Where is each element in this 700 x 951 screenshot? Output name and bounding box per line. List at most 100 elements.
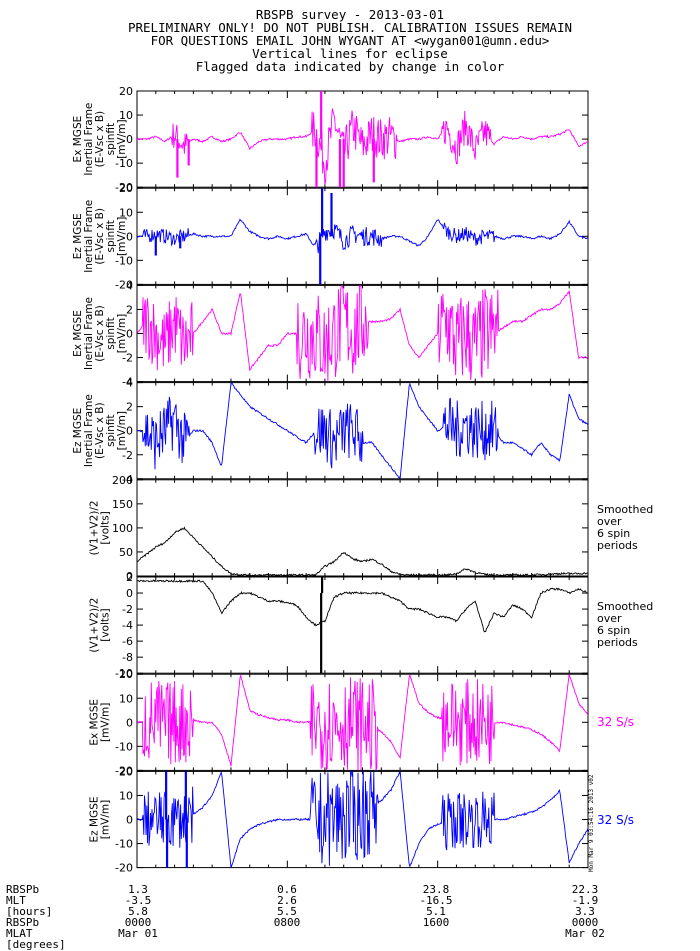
side-note-line: periods: [597, 538, 638, 552]
eclipse-note: Vertical lines for eclipse: [252, 46, 448, 61]
side-note-line: 32 S/s: [597, 812, 634, 827]
panel-4-ylabel-line: Inertial Frame: [83, 394, 95, 467]
panel-2-ytick-label: 10: [119, 206, 133, 219]
side-note-line: periods: [597, 636, 638, 650]
panel-7-side-note: 32 S/s: [597, 716, 634, 728]
panel-3-ylabel-line: (E-Vsc x B): [94, 305, 106, 362]
panel-6-ytick-label: -2: [122, 603, 133, 616]
side-note-line: over: [597, 612, 622, 626]
panel-4-ytick-label: -4: [122, 473, 133, 486]
panel-1-ytick-label: 0: [126, 133, 133, 146]
footer-x-1: 5.8: [128, 905, 148, 918]
panel-6-ylabel-line: (V1+V2)/2: [89, 598, 101, 653]
panel-2-ytick-label: -20: [115, 278, 133, 291]
panel-4-ytick-label: -2: [122, 449, 133, 462]
footer-label-hours: [hours]: [6, 905, 53, 918]
panel-6-ytick-label: -4: [122, 619, 133, 632]
footer-mlt-4: 22.3: [571, 883, 599, 896]
panel-4-frame: [136, 382, 589, 480]
panel-6-frame: [136, 576, 589, 674]
panel-8-ytick-label: -20: [115, 862, 133, 875]
panel-8-ytick-label: 20: [119, 765, 133, 778]
footer-time-2: 0800: [273, 916, 301, 929]
panel-1-ylabel-line: Inertial Frame: [83, 103, 95, 176]
footer-mlt-2: 0.6: [277, 883, 297, 896]
panel-4-ylabel-line: spinfit: [105, 414, 117, 446]
panel-7-ylabel-line: [mV/m]: [100, 703, 112, 742]
panel-3-ylabel-line: spinfit: [105, 317, 117, 349]
flag-note: Flagged data indicated by change in colo…: [195, 59, 505, 74]
panel-6-ytick-label: -10: [115, 667, 133, 680]
panel-7-ytick-label: -10: [115, 740, 133, 753]
panel-8-series: [137, 771, 588, 868]
panel-1-ylabel-line: (E-Vsc x B): [94, 111, 106, 168]
panel-8-ytick-label: 0: [126, 814, 133, 827]
panel-1-ytick-label: -10: [115, 157, 133, 170]
panel-5-ytick-label: 150: [112, 498, 133, 511]
panel-8-ylabel-line: Ez MGSE: [89, 797, 101, 843]
panel-3-ylabel-line: Ex MGSE: [72, 310, 84, 357]
panel-2-ytick-label: 0: [126, 230, 133, 243]
panel-2-ylabel-line: Ez MGSE: [72, 213, 84, 259]
footer-label-degrees: [degrees]: [6, 938, 66, 951]
panel-2-ytick-label: 20: [119, 182, 133, 195]
panel-3-ytick-label: 2: [126, 303, 133, 316]
footer-time-4: 0000: [571, 916, 599, 929]
panel-3-ytick-label: 0: [126, 328, 133, 341]
panel-2-ylabel-line: spinfit: [105, 220, 117, 252]
footer-date-4: Mar 02: [565, 927, 605, 940]
footer-x-4: 3.3: [575, 905, 595, 918]
panel-3-series: [137, 285, 588, 382]
footer-column-1: 1.3 -3.5 5.8 0000 Mar 01: [98, 884, 178, 939]
panel-7-series: [137, 674, 588, 771]
panel-4-ylabel-line: [mV/m]: [116, 411, 128, 450]
panel-5-ytick-label: 200: [112, 474, 133, 487]
panel-8-side-note: 32 S/s: [597, 814, 634, 826]
footer-time-1: 0000: [124, 916, 152, 929]
panel-3-ytick-label: -4: [122, 376, 133, 389]
panel-5-ytick-label: 0: [126, 570, 133, 583]
panel-4-series: [137, 382, 588, 479]
side-note-line: over: [597, 514, 622, 528]
footer-label-mlt: MLT: [6, 894, 26, 907]
footer-column-2: 0.6 2.6 5.5 0800: [247, 884, 327, 928]
footer-mlat-2: 2.6: [277, 894, 297, 907]
panel-5-side-note: Smoothed over 6 spin periods: [597, 502, 654, 552]
panel-2-ylabel-line: (E-Vsc x B): [94, 208, 106, 265]
panel-1-ytick-label: 20: [119, 85, 133, 98]
panel-1-ytick-label: -20: [115, 181, 133, 194]
panel-6-ytick-label: -6: [122, 635, 133, 648]
panel-7-ytick-label: 0: [126, 716, 133, 729]
footer-mlat-3: -16.5: [419, 894, 453, 907]
footer-label-mlat: MLAT: [6, 927, 33, 940]
footer-mlt-1: 1.3: [128, 883, 148, 896]
panel-2-series: [137, 218, 588, 254]
panel-3-ylabel-line: Inertial Frame: [83, 297, 95, 370]
panel-6-ytick-label: -8: [122, 651, 133, 664]
side-note-line: Smoothed: [597, 502, 654, 516]
footer-mlt-3: 23.8: [422, 883, 450, 896]
panel-7-ytick-label: -20: [115, 764, 133, 777]
panel-1-ylabel-line: [mV/m]: [116, 119, 128, 158]
chart-header: RBSPB survey - 2013-03-01 PRELIMINARY ON…: [0, 8, 700, 73]
footer-date-1: Mar 01: [118, 927, 158, 940]
panel-2-ylabel-line: Inertial Frame: [83, 200, 95, 273]
warning-line-2: FOR QUESTIONS EMAIL JOHN WYGANT AT <wyga…: [150, 33, 550, 48]
panel-5-ylabel-line: (V1+V2)/2: [89, 500, 101, 555]
chart-title: RBSPB survey - 2013-03-01: [255, 7, 445, 22]
panel-8-ylabel-line: [mV/m]: [100, 800, 112, 839]
panel-2-ytick-label: -10: [115, 254, 133, 267]
side-note-line: 6 spin: [597, 624, 631, 638]
panel-3-ytick-label: 4: [126, 279, 133, 292]
panel-4-ylabel-line: (E-Vsc x B): [94, 402, 106, 459]
panel-6-series: [137, 579, 588, 633]
panel-4-ytick-label: 2: [126, 401, 133, 414]
footer-mlat-4: -1.9: [571, 894, 599, 907]
panel-3-frame: [136, 284, 589, 383]
panel-5-ylabel-line: [volts]: [100, 511, 112, 544]
footer-time-3: 1600: [422, 916, 450, 929]
footer-x-2: 5.5: [277, 905, 297, 918]
panel-6-ylabel-line: [volts]: [100, 608, 112, 641]
panel-1-ytick-label: 10: [119, 109, 133, 122]
